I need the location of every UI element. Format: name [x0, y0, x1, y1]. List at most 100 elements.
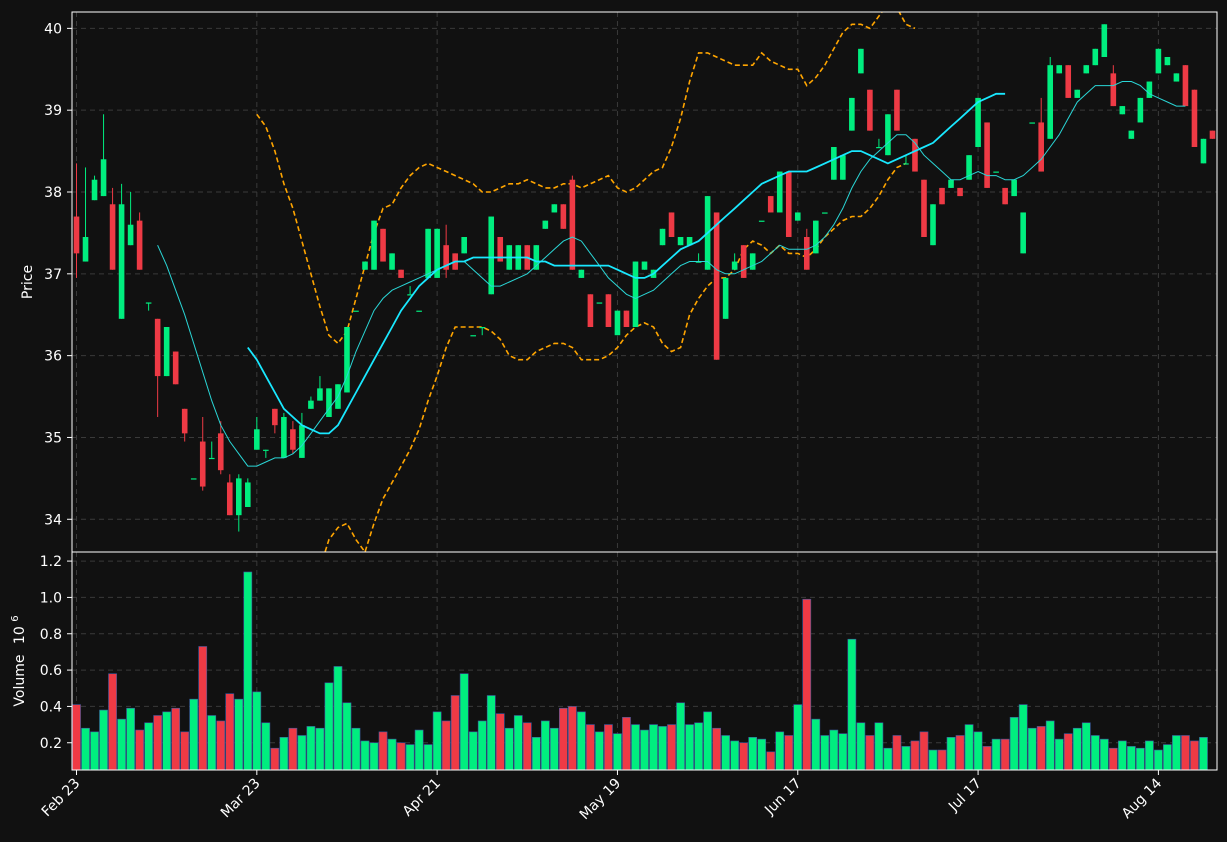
- candle-body: [100, 159, 107, 197]
- volume-bar: [333, 666, 343, 771]
- volume-bar: [703, 711, 712, 771]
- date-tick-label: Aug 14: [1119, 775, 1165, 821]
- volume-bar: [459, 673, 469, 771]
- volume-bar: [613, 733, 622, 771]
- volume-bar: [126, 707, 135, 771]
- volume-bar: [658, 726, 667, 771]
- price-tick-label: 40: [44, 21, 62, 37]
- volume-bar: [559, 707, 568, 771]
- candle-body: [966, 155, 972, 180]
- candle-body: [235, 478, 242, 516]
- volume-bar: [513, 715, 523, 771]
- volume-bar: [108, 673, 117, 771]
- bollinger-lower-line: [324, 162, 907, 552]
- volume-bar: [495, 713, 505, 771]
- volume-bar: [586, 724, 595, 771]
- volume-bar: [432, 711, 442, 771]
- volume-bar: [189, 698, 199, 771]
- candle-body: [163, 327, 170, 377]
- price-tick-label: 36: [44, 349, 62, 365]
- candle-body: [1128, 130, 1135, 139]
- volume-bar: [405, 744, 415, 771]
- volume-tick-label: 0.6: [40, 663, 62, 679]
- candle-body: [722, 277, 729, 319]
- volume-bar: [342, 702, 352, 771]
- candle-body: [587, 294, 594, 327]
- volume-bar: [72, 704, 81, 771]
- volume-bar: [378, 731, 388, 771]
- candle-body: [1047, 65, 1054, 139]
- volume-bar: [297, 735, 307, 771]
- candle-body: [272, 408, 278, 426]
- volume-bar: [955, 735, 965, 771]
- volume-bar: [604, 724, 613, 771]
- candle-body: [1200, 138, 1207, 164]
- volume-bar: [739, 742, 749, 771]
- volume-bar: [1090, 735, 1100, 771]
- candle-body: [740, 245, 747, 278]
- candle-body: [281, 417, 287, 458]
- candle-body: [686, 237, 693, 246]
- candle-body: [1209, 130, 1216, 139]
- volume-bar: [640, 729, 649, 771]
- candle-body: [551, 204, 558, 213]
- volume-tick-label: 0.8: [40, 627, 62, 643]
- candle-body: [1065, 65, 1072, 98]
- candle-body: [73, 216, 80, 254]
- date-tick-label: May 19: [577, 776, 625, 824]
- volume-bar: [649, 724, 658, 771]
- price-tick-label: 39: [44, 103, 62, 119]
- candle-body: [1146, 81, 1153, 98]
- candle-body: [867, 89, 873, 131]
- candle-body: [1101, 24, 1108, 57]
- volume-bar: [306, 726, 316, 771]
- candle-body: [858, 48, 864, 74]
- volume-bar: [568, 706, 577, 771]
- volume-bar: [1136, 747, 1145, 771]
- price-panel: 34 35 36 37 38 39 40 Price: [20, 11, 1218, 553]
- candle-body: [659, 228, 666, 246]
- volume-bar: [1108, 747, 1118, 771]
- candle-body: [1191, 89, 1198, 147]
- volume-bar: [1199, 736, 1208, 771]
- candle-body: [1173, 73, 1180, 82]
- ma-long-line: [247, 92, 1006, 435]
- candle-body: [984, 122, 990, 188]
- price-tick-label: 35: [44, 430, 62, 446]
- volume-bar: [504, 727, 514, 771]
- volume-tick-label: 1.0: [40, 590, 62, 606]
- candle-body: [91, 179, 98, 201]
- volume-bar: [180, 731, 190, 771]
- volume-bar: [81, 727, 90, 771]
- volume-bar: [856, 722, 866, 771]
- candle-body: [470, 335, 476, 337]
- price-tick-label: 34: [44, 512, 62, 528]
- volume-bar: [595, 731, 604, 771]
- volume-bar: [1117, 740, 1127, 771]
- volume-bar: [135, 729, 144, 771]
- candle-body: [1155, 48, 1162, 74]
- candle-body: [82, 237, 89, 262]
- volume-bar: [423, 744, 433, 771]
- candle-body: [479, 327, 486, 329]
- volume-bar: [1163, 744, 1172, 771]
- price-grid: [72, 12, 1217, 552]
- volume-bar: [937, 749, 947, 771]
- candle-body: [145, 302, 152, 304]
- volume-bar: [153, 715, 163, 771]
- volume-bar: [910, 740, 920, 771]
- candle-body: [894, 89, 900, 131]
- volume-bar: [946, 736, 956, 771]
- volume-bar: [234, 698, 244, 771]
- date-tick-label: Jul 17: [945, 776, 985, 816]
- candle-body: [488, 216, 495, 295]
- volume-bar: [667, 724, 676, 771]
- candle-body: [245, 482, 251, 507]
- volume-bar: [90, 731, 99, 771]
- volume-bar: [964, 724, 974, 771]
- candle-body: [226, 482, 233, 516]
- volume-bar: [414, 729, 424, 771]
- candle-body: [578, 269, 585, 278]
- candle-body: [109, 204, 116, 270]
- volume-bar: [369, 742, 379, 771]
